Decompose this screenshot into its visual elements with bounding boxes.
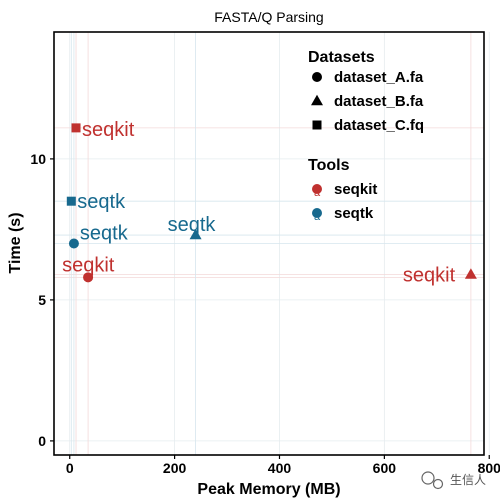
x-tick-label: 200 bbox=[163, 460, 187, 476]
watermark-text: 生信人 bbox=[450, 473, 486, 487]
x-tick-label: 400 bbox=[268, 460, 292, 476]
point-label: seqkit bbox=[403, 265, 456, 287]
y-axis-label: Time (s) bbox=[7, 212, 24, 273]
point-label: seqtk bbox=[77, 191, 126, 213]
legend-title-datasets: Datasets bbox=[308, 49, 375, 66]
data-point-seqtk bbox=[66, 196, 76, 206]
legend-item-dataset: dataset_C.fq bbox=[334, 117, 424, 134]
point-label: seqkit bbox=[82, 119, 135, 141]
points-layer bbox=[66, 123, 477, 283]
legend-key-tool bbox=[312, 208, 322, 218]
point-labels-layer: seqkit seqkit seqkit seqtk seqtk seqtk bbox=[62, 119, 455, 287]
legend-key-glyph: a bbox=[314, 187, 321, 199]
legend-key-square bbox=[312, 120, 322, 130]
legend-item-dataset: dataset_A.fa bbox=[334, 69, 424, 86]
x-tick-label: 800 bbox=[478, 460, 500, 476]
legend-item-tool: seqkit bbox=[334, 181, 377, 198]
legend-key-circle bbox=[312, 72, 322, 82]
plot-panel-border bbox=[53, 31, 485, 456]
y-tick-label: 10 bbox=[30, 151, 46, 167]
legend-title-tools: Tools bbox=[308, 157, 350, 174]
watermark: 生信人 bbox=[421, 471, 486, 490]
x-tick-label: 600 bbox=[373, 460, 397, 476]
y-tick-label: 0 bbox=[38, 433, 46, 449]
data-point-seqtk bbox=[189, 228, 202, 240]
point-label: seqtk bbox=[80, 223, 129, 245]
axes-layer: 0 200 400 600 800 0 5 10 bbox=[30, 151, 500, 476]
point-label: seqtk bbox=[168, 214, 217, 236]
legend-key-tool bbox=[312, 184, 322, 194]
data-point-seqkit bbox=[71, 123, 81, 133]
x-tick-label: 0 bbox=[66, 460, 74, 476]
wechat-icon bbox=[421, 471, 444, 490]
legend-item-tool: seqtk bbox=[334, 205, 374, 222]
point-label: seqkit bbox=[62, 254, 115, 276]
data-point-seqtk bbox=[68, 238, 79, 249]
legend-key-glyph: a bbox=[314, 211, 321, 223]
data-point-seqkit bbox=[83, 272, 94, 283]
chart-title: FASTA/Q Parsing bbox=[214, 9, 323, 25]
data-point-seqkit bbox=[464, 268, 477, 279]
legend: Datasets dataset_A.fa dataset_B.fa dataset_… bbox=[308, 49, 424, 223]
legend-item-dataset: dataset_B.fa bbox=[334, 93, 424, 110]
x-axis-label: Peak Memory (MB) bbox=[197, 481, 340, 498]
y-tick-label: 5 bbox=[38, 292, 46, 308]
legend-key-triangle bbox=[311, 94, 323, 106]
